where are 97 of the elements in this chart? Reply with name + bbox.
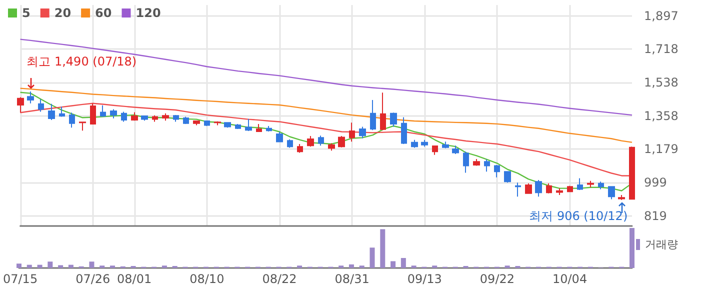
bar bbox=[48, 262, 53, 268]
y-tick-label: 1,538 bbox=[644, 76, 678, 90]
candlestick bbox=[525, 182, 532, 194]
candlestick bbox=[204, 120, 210, 126]
candlestick bbox=[69, 112, 75, 128]
candlestick bbox=[48, 103, 55, 121]
bar bbox=[16, 264, 22, 268]
candlestick bbox=[307, 136, 314, 148]
candlestick bbox=[245, 118, 252, 132]
candlestick bbox=[432, 146, 438, 156]
candlestick bbox=[287, 138, 293, 148]
annotation: 최저 906 (10/12) bbox=[529, 208, 628, 223]
candlestick bbox=[390, 112, 397, 128]
candlestick bbox=[318, 135, 324, 146]
legend-label: 60 bbox=[95, 6, 112, 20]
bar bbox=[37, 264, 42, 268]
candlestick bbox=[401, 116, 407, 144]
candlestick bbox=[110, 108, 117, 119]
candlestick bbox=[27, 90, 34, 104]
candlestick bbox=[370, 100, 376, 131]
candlestick bbox=[567, 185, 573, 192]
candlestick bbox=[297, 143, 303, 154]
candlestick bbox=[59, 106, 65, 118]
y-tick-label: 1,897 bbox=[644, 8, 678, 23]
candlestick bbox=[17, 96, 24, 114]
candlestick bbox=[577, 178, 583, 190]
line-series bbox=[20, 38, 633, 116]
candlestick bbox=[131, 112, 138, 122]
y-tick-label: 819 bbox=[644, 208, 667, 223]
candlestick bbox=[380, 92, 386, 131]
x-tick-label: 07/26 bbox=[76, 272, 110, 286]
y-tick-label: 1,718 bbox=[644, 42, 678, 56]
candlestick bbox=[276, 131, 283, 142]
bar bbox=[380, 229, 386, 268]
x-tick-label: 07/15 bbox=[2, 272, 38, 286]
candlestick bbox=[618, 194, 625, 200]
y-tick-label: 1,179 bbox=[644, 142, 678, 156]
candlestick bbox=[328, 142, 335, 152]
x-tick-label: 10/04 bbox=[552, 272, 588, 286]
candlestick bbox=[338, 136, 345, 148]
candlestick bbox=[152, 114, 158, 122]
candlestick bbox=[100, 104, 106, 118]
candlestick bbox=[629, 146, 635, 200]
candlestick bbox=[556, 188, 563, 196]
candlestick bbox=[463, 151, 469, 174]
y-tick-label: 999 bbox=[644, 176, 667, 190]
bar bbox=[26, 264, 32, 268]
candlestick bbox=[90, 102, 96, 124]
candlestick bbox=[214, 120, 221, 126]
bar bbox=[68, 264, 74, 268]
x-tick-label: 08/01 bbox=[117, 272, 152, 286]
candlestick bbox=[141, 115, 148, 122]
candlestick bbox=[473, 158, 480, 166]
bar bbox=[348, 264, 354, 268]
legend-label: 거래량 bbox=[645, 238, 678, 251]
candlestick bbox=[235, 123, 241, 130]
candlestick bbox=[608, 186, 615, 200]
candlestick bbox=[38, 98, 44, 112]
candlestick bbox=[349, 122, 355, 142]
candlestick bbox=[442, 141, 449, 149]
candlestick bbox=[494, 164, 500, 178]
y-tick-label: 1,358 bbox=[644, 108, 678, 123]
candlestick bbox=[121, 111, 127, 122]
candlestick bbox=[411, 139, 418, 148]
bar bbox=[370, 248, 375, 268]
annotation: 최고 1,490 (07/18) bbox=[26, 54, 137, 68]
candlestick bbox=[359, 126, 366, 139]
candlestick bbox=[256, 123, 262, 132]
legend-label: 5 bbox=[22, 6, 30, 20]
candlestick bbox=[421, 139, 428, 148]
candlestick bbox=[452, 145, 459, 155]
x-tick-label: 09/22 bbox=[480, 272, 515, 286]
candlestick bbox=[266, 125, 272, 132]
candlestick bbox=[173, 114, 179, 122]
x-tick-label: 08/22 bbox=[262, 272, 297, 286]
candlestick bbox=[79, 121, 86, 132]
candlestick bbox=[484, 158, 490, 172]
candlestick bbox=[183, 116, 189, 124]
x-tick-label: 08/31 bbox=[334, 272, 370, 286]
candlestick bbox=[598, 181, 604, 190]
candlestick bbox=[224, 122, 231, 128]
candlestick bbox=[193, 120, 200, 126]
candlestick bbox=[504, 170, 511, 184]
bar bbox=[390, 261, 396, 268]
line-series bbox=[20, 88, 633, 143]
bar bbox=[89, 262, 94, 268]
candlestick bbox=[546, 182, 552, 194]
x-tick-label: 09/13 bbox=[407, 272, 442, 286]
candlestick bbox=[587, 180, 594, 188]
candlestick bbox=[162, 112, 169, 122]
x-tick-label: 08/10 bbox=[190, 272, 224, 286]
bar bbox=[400, 258, 406, 268]
legend-label: 120 bbox=[136, 6, 161, 20]
bar bbox=[58, 265, 64, 268]
legend-label: 20 bbox=[54, 6, 72, 20]
candlestick bbox=[535, 179, 542, 198]
candlestick bbox=[515, 182, 521, 198]
